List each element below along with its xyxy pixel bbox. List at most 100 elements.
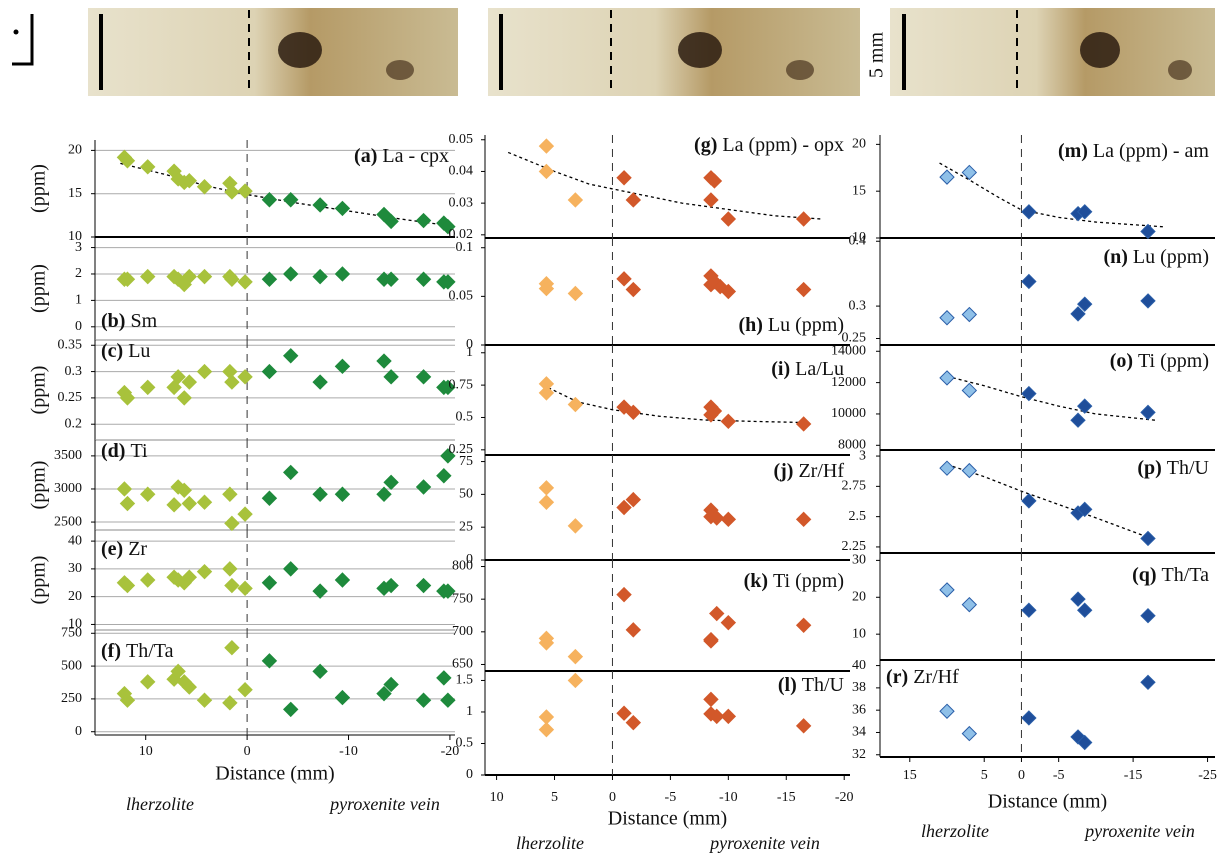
- data-point: [961, 596, 978, 613]
- panel-letter: (l): [778, 674, 797, 696]
- panel-letter: (b): [101, 310, 125, 332]
- y-tick-label: 2: [75, 266, 82, 281]
- data-point: [1140, 530, 1156, 547]
- panel-title-text: La (ppm) - am: [1093, 140, 1210, 162]
- y-tick-label: 10000: [831, 406, 866, 421]
- rock-annotation: lherzolite: [921, 821, 989, 841]
- data-point: [625, 622, 642, 638]
- y-tick-label: 14000: [831, 343, 866, 358]
- data-point: [170, 369, 186, 385]
- data-point: [415, 271, 432, 287]
- data-point: [312, 268, 328, 285]
- data-point: [720, 708, 737, 725]
- panel-title-text: La (ppm) - opx: [722, 134, 844, 156]
- panel: 8000 10000 12000 14000 (o) Ti (ppm): [831, 343, 1215, 453]
- data-point: [224, 374, 240, 390]
- y-tick-label: 10: [852, 626, 866, 641]
- y-tick-label: 0.2: [65, 416, 83, 431]
- panel: 0.2 0.25 0.3 0.35 (ppm) (c) Lu: [28, 337, 456, 441]
- panel-title: (m) La (ppm) - am: [1058, 140, 1209, 162]
- y-tick-label: 0: [466, 767, 473, 782]
- y-tick-label: 20: [852, 137, 866, 152]
- data-point: [140, 572, 156, 588]
- data-point: [1021, 710, 1037, 726]
- trend-line: [507, 151, 822, 220]
- y-tick-label: 2.5: [849, 509, 867, 524]
- data-point: [436, 670, 452, 686]
- data-point: [616, 271, 632, 287]
- data-point: [196, 268, 213, 285]
- panel-title: (n) Lu (ppm): [1103, 246, 1209, 268]
- rock-annotation: pyroxenite vein: [1083, 821, 1195, 841]
- x-tick-label: -10: [339, 744, 358, 759]
- data-point: [1070, 412, 1086, 428]
- data-point: [283, 192, 299, 208]
- data-point: [119, 153, 136, 169]
- data-point: [376, 685, 392, 702]
- panel-title-text: Ti (ppm): [1138, 350, 1209, 372]
- data-point: [312, 374, 328, 390]
- panel: 0 0.5 1 1.5 (l) Th/U 10 5 0 -5 -10 -15 -20 Distance (…: [456, 671, 854, 853]
- data-point: [703, 691, 719, 708]
- scale-bar-label: 5 mm: [866, 32, 888, 79]
- y-tick-label: 10: [68, 229, 82, 244]
- data-point: [224, 640, 240, 656]
- data-point: [939, 310, 955, 326]
- y-axis-label: (ppm): [28, 556, 50, 605]
- data-point: [119, 692, 136, 708]
- data-point: [538, 163, 555, 180]
- data-point: [140, 486, 156, 502]
- y-tick-label: 2.75: [842, 479, 867, 494]
- panel-letter: (h): [738, 314, 762, 336]
- panel-title: (o) Ti (ppm): [1110, 350, 1209, 372]
- panel-title: (p) Th/U: [1137, 457, 1209, 479]
- data-point: [1077, 398, 1093, 414]
- panel-title-text: Zr: [128, 538, 147, 560]
- data-point: [567, 192, 584, 208]
- panel: 32 34 36 38 40 (r) Zr/Hf 15 5 0 -5 -15 -25 Distance (…: [852, 658, 1217, 841]
- y-tick-label: 0.25: [58, 390, 83, 405]
- data-point: [312, 583, 328, 599]
- photo: [488, 8, 860, 96]
- data-point: [567, 396, 584, 413]
- panel-letter: (o): [1110, 350, 1133, 372]
- panel-letter: (g): [694, 134, 717, 156]
- data-point: [140, 159, 156, 175]
- y-tick-label: 36: [852, 702, 866, 717]
- panel: 0 1 2 3 (ppm) (b) Sm: [28, 237, 456, 341]
- data-point: [795, 617, 812, 634]
- panel-title: (c) Lu: [101, 340, 150, 362]
- data-point: [237, 274, 253, 290]
- panel-title-text: Th/U: [802, 674, 845, 696]
- data-point: [176, 390, 192, 406]
- y-tick-label: 15: [852, 183, 866, 198]
- x-axis-label: Distance (mm): [608, 808, 727, 830]
- panel-letter: (a): [354, 145, 377, 167]
- data-point: [237, 183, 253, 199]
- y-tick-label: 32: [852, 747, 866, 762]
- y-tick-label: 25: [459, 519, 473, 534]
- y-tick-label: 0.03: [449, 195, 474, 210]
- data-point: [415, 692, 432, 708]
- y-tick-label: 0: [75, 724, 82, 739]
- x-tick-label: -5: [1053, 768, 1065, 783]
- data-point: [625, 192, 642, 208]
- panel-letter: (d): [101, 440, 125, 462]
- panel: 10 20 30 40 (ppm) (e) Zr: [28, 530, 456, 632]
- data-point: [222, 486, 238, 502]
- data-point: [709, 510, 725, 526]
- data-point: [140, 268, 156, 285]
- data-point: [181, 172, 198, 189]
- data-point: [334, 200, 351, 217]
- data-point: [720, 511, 737, 528]
- data-point: [283, 701, 299, 718]
- panel-title-text: Ti (ppm): [773, 570, 844, 592]
- panel-title-text: Th/U: [1167, 457, 1210, 479]
- data-point: [1140, 223, 1156, 240]
- data-point: [440, 448, 456, 464]
- data-point: [961, 164, 978, 181]
- data-point: [224, 184, 240, 200]
- data-point: [567, 672, 584, 689]
- data-point: [961, 306, 978, 323]
- data-point: [538, 138, 555, 154]
